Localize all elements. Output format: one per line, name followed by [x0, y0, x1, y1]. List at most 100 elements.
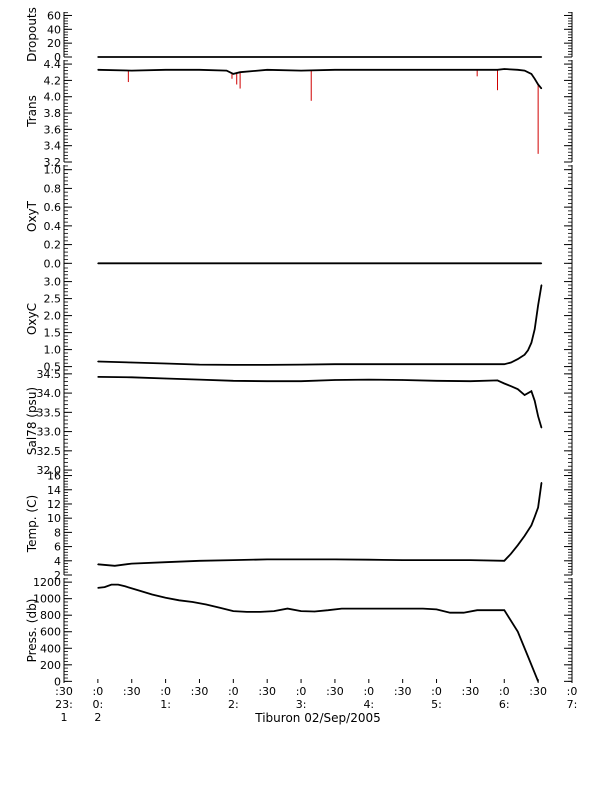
data-point-trans [540, 87, 543, 90]
y-tick-label-sal: 32.5 [37, 445, 62, 458]
data-point-press [354, 607, 356, 610]
y-tick-label-dropouts: 60 [47, 9, 61, 22]
y-tick-label-trans: 4.4 [44, 58, 62, 71]
data-point-press [151, 593, 153, 596]
data-point-press [273, 610, 275, 612]
y-axis-label-sal: Sal78 (psu) [25, 387, 39, 455]
y-tick-label-press: 800 [40, 609, 61, 622]
data-point-press [476, 609, 478, 611]
data-point-temp [114, 565, 116, 567]
data-point-press [341, 607, 343, 610]
series-line-oxyc [97, 284, 543, 366]
data-point-temp [534, 516, 536, 518]
data-point-press [117, 584, 119, 586]
data-point-oxyt [540, 262, 543, 264]
data-point-sal [266, 380, 268, 382]
series-line-temp [97, 482, 543, 567]
x-minor-label: :0 [567, 685, 578, 698]
data-point-sal [165, 377, 167, 380]
y-tick-label-oxyt: 0.6 [44, 201, 62, 214]
x-minor-label: :0 [93, 685, 104, 698]
panel-sal: 32.0 32.5 33.0 33.5 34.0 34.5 Sal78 (psu) [25, 368, 573, 477]
data-point-temp [300, 558, 302, 560]
x-minor-label: :0 [431, 685, 442, 698]
data-point-dropouts [540, 56, 543, 58]
y-tick-label-trans: 3.4 [44, 140, 62, 153]
data-point-press [527, 655, 529, 658]
data-point-press [463, 612, 465, 614]
data-point-sal [537, 415, 539, 417]
chart-panels: 0204060Dropouts3.23.43.63.84.04.24.4Tran… [25, 7, 573, 688]
data-point-sal [368, 379, 370, 381]
data-point-trans [198, 69, 201, 71]
data-point-sal [510, 385, 512, 387]
data-point-oxyc [523, 354, 526, 356]
x-hour-label: 4: [363, 698, 374, 711]
data-point-press [381, 607, 383, 610]
y-tick-label-sal: 33.5 [37, 406, 62, 419]
y-tick-label-dropouts: 0 [54, 51, 61, 64]
y-tick-label-press: 0 [54, 675, 61, 688]
y-tick-label-press: 1000 [33, 593, 61, 606]
data-point-press [422, 607, 424, 610]
data-point-sal [232, 380, 234, 382]
y-tick-label-oxyc: 2.0 [44, 310, 62, 323]
y-tick-label-sal: 34.5 [37, 368, 62, 381]
data-point-temp [510, 553, 512, 555]
x-hour-label: 3: [296, 698, 307, 711]
data-point-oxyc [368, 363, 370, 365]
data-point-press [110, 584, 113, 586]
y-tick-label-temp: 6 [54, 541, 61, 554]
x-minor-label: :30 [529, 685, 547, 698]
y-tick-label-temp: 4 [54, 555, 61, 568]
y-tick-label-press: 600 [40, 626, 61, 639]
y-tick-label-press: 400 [40, 642, 61, 655]
data-point-press [517, 631, 519, 633]
y-tick-label-oxyt: 0.0 [44, 257, 62, 270]
data-point-sal [334, 379, 336, 381]
y-tick-label-temp: 10 [47, 512, 61, 525]
data-point-oxyt [97, 262, 99, 264]
x-hour-label: 1: [160, 698, 171, 711]
y-tick-label-oxyt: 0.8 [44, 182, 62, 195]
x-minor-label: :0 [363, 685, 374, 698]
data-point-oxyc [527, 349, 529, 351]
data-point-temp [503, 560, 505, 562]
data-point-oxyc [165, 362, 167, 365]
data-point-trans [435, 69, 438, 71]
data-point-press [137, 589, 140, 592]
y-tick-label-oxyc: 1.0 [44, 344, 62, 357]
y-tick-label-oxyc: 3.0 [44, 276, 62, 289]
data-point-trans [503, 68, 505, 70]
data-point-press [178, 599, 180, 601]
data-point-trans [517, 69, 519, 71]
data-point-sal [402, 379, 404, 381]
panel-oxyc: 0.5 1.0 1.5 2.0 2.5 3.0 OxyC [25, 267, 573, 374]
y-tick-label-dropouts: 40 [47, 23, 61, 36]
y-tick-label-dropouts: 20 [47, 37, 61, 50]
x-hour-label: 7: [567, 698, 578, 711]
x-hour-label: 5: [431, 698, 442, 711]
data-point-temp [131, 563, 133, 565]
y-tick-label-trans: 3.8 [44, 107, 62, 120]
data-point-trans [225, 70, 228, 72]
data-point-press [368, 607, 370, 610]
data-point-trans [97, 69, 99, 71]
data-point-press [205, 603, 207, 606]
y-tick-label-oxyt: 0.4 [44, 220, 62, 233]
series-line-press [97, 583, 539, 682]
x-minor-label: :30 [191, 685, 209, 698]
data-point-temp [517, 544, 519, 546]
data-point-dropouts [97, 56, 99, 58]
data-point-trans [530, 73, 532, 75]
x-hour-label: 0: [93, 698, 104, 711]
data-point-press [449, 612, 451, 614]
data-point-temp [537, 506, 539, 509]
data-point-trans [165, 69, 167, 71]
data-point-oxyc [435, 363, 438, 365]
x-axis-caption: Tiburon 02/Sep/2005 [254, 711, 380, 725]
y-tick-label-oxyc: 2.5 [44, 293, 62, 306]
y-tick-label-oxyt: 1.0 [44, 164, 62, 177]
y-tick-label-oxyc: 1.5 [44, 327, 62, 340]
